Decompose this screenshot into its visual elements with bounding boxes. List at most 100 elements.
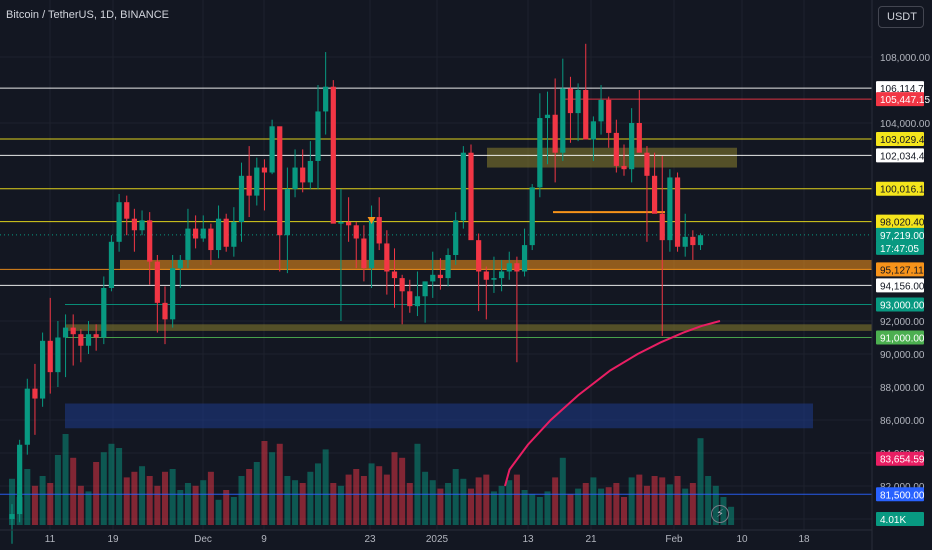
- currency-button[interactable]: USDT: [878, 6, 924, 28]
- chart-title: Bitcoin / TetherUS, 1D, BINANCE: [6, 9, 170, 21]
- volume-bar: [598, 488, 605, 525]
- candle: [85, 321, 92, 354]
- candle-body: [590, 121, 596, 140]
- candle: [674, 172, 681, 252]
- volume-bar: [674, 476, 681, 525]
- candle-body: [491, 278, 497, 280]
- volume-bar: [552, 477, 559, 525]
- volume-bar: [697, 438, 704, 525]
- price-label-text: 106,114.73: [880, 84, 930, 95]
- price-label-bg: [876, 132, 924, 147]
- candle: [521, 228, 528, 277]
- price-label-text: 105,447.15: [880, 95, 930, 106]
- candle: [93, 324, 99, 351]
- candle: [361, 225, 367, 282]
- candle: [108, 235, 115, 292]
- candle: [70, 314, 76, 366]
- candle: [116, 193, 122, 252]
- price-label-bg: [876, 92, 924, 107]
- candle: [193, 215, 199, 249]
- volume-bar: [559, 457, 566, 525]
- candle: [598, 85, 604, 135]
- candle: [170, 255, 176, 328]
- price-label: 81,500.00: [876, 487, 925, 502]
- candle: [529, 184, 535, 251]
- time-axis[interactable]: 11 19 Dec 9 23 2025 13 21 Feb 10 18: [0, 529, 872, 545]
- volume-bar: [261, 441, 268, 525]
- volume-bar: [162, 471, 168, 525]
- candle: [682, 213, 688, 257]
- horizontal-levels: [0, 87, 872, 495]
- volume-bar: [575, 488, 582, 525]
- candle: [652, 152, 658, 214]
- volume-bar: [39, 476, 46, 525]
- volume-bar: [200, 480, 207, 525]
- volume-bar: [100, 452, 107, 525]
- candle-body: [674, 177, 681, 247]
- candle-body: [300, 167, 306, 183]
- price-label-text: 94,156.00: [880, 281, 925, 292]
- price-label-text: 102,034.46: [880, 151, 930, 162]
- volume-bar: [116, 448, 123, 525]
- price-label: 103,029.40: [876, 132, 930, 147]
- volume-bar: [62, 434, 69, 525]
- price-tick-label: 88,000.00: [880, 383, 925, 394]
- candle: [9, 504, 15, 544]
- candle-body: [261, 167, 268, 173]
- price-label-text: 91,000.00: [880, 334, 925, 345]
- candle: [575, 83, 581, 142]
- candle-body: [368, 217, 375, 269]
- lightning-icon[interactable]: ⚡: [711, 505, 729, 523]
- candle: [32, 363, 38, 435]
- candle-body: [101, 288, 107, 338]
- candle: [399, 274, 405, 325]
- volume-bar: [85, 491, 92, 525]
- candle-body: [575, 90, 581, 114]
- price-tick-label: 92,000.00: [880, 317, 925, 328]
- price-label-text: 103,029.40: [880, 135, 930, 146]
- volume-bar: [77, 485, 84, 525]
- candle: [254, 157, 260, 206]
- candlesticks[interactable]: [9, 43, 704, 544]
- candle: [667, 169, 673, 252]
- volume-bar: [360, 476, 367, 525]
- volume-bar: [414, 443, 421, 525]
- candle: [338, 189, 344, 321]
- candle-body: [682, 236, 688, 247]
- volume-bar: [513, 474, 520, 525]
- price-tick-label: 104,000.00: [880, 119, 930, 130]
- price-label: 91,000.00: [876, 330, 925, 345]
- candle-body: [338, 222, 344, 224]
- price-label: 95,127.11: [876, 262, 924, 277]
- volume-bar: [184, 483, 191, 525]
- time-tick-label: Feb: [665, 534, 683, 545]
- candle-body: [430, 274, 436, 282]
- candle-body: [437, 274, 443, 279]
- candle-body: [315, 111, 321, 161]
- price-label: 98,020.40: [876, 214, 925, 229]
- candle-body: [460, 152, 466, 221]
- price-label-bg: [876, 487, 924, 502]
- candle: [284, 167, 290, 274]
- price-label: 17:47:05: [876, 240, 924, 255]
- candle-body: [32, 388, 38, 399]
- volume-bar: [567, 494, 574, 525]
- candle: [590, 116, 596, 161]
- candle: [62, 314, 69, 378]
- candle: [384, 230, 390, 295]
- candle-body: [422, 281, 428, 297]
- chart-markers: [367, 217, 376, 225]
- volume-bar: [169, 469, 176, 525]
- candle: [407, 279, 413, 313]
- ma-polyline: [504, 320, 721, 487]
- volume-bar: [460, 478, 467, 525]
- candle-body: [414, 296, 421, 307]
- volume-bar: [207, 471, 214, 525]
- volume-bar: [666, 484, 673, 525]
- candle-body: [346, 222, 352, 226]
- price-label-bg: [876, 262, 924, 277]
- candle-body: [361, 238, 367, 269]
- candle: [346, 197, 352, 242]
